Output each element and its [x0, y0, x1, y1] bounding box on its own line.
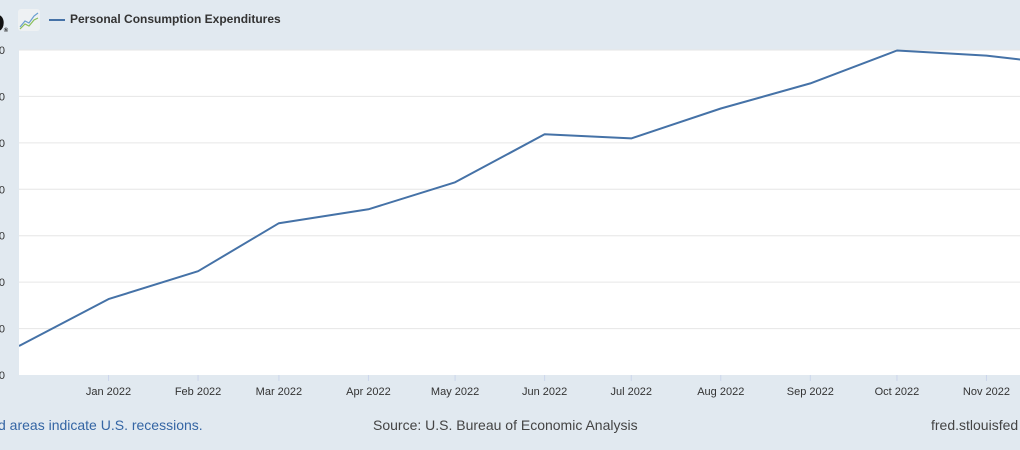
x-axis-ticks: Jan 2022 Feb 2022 Mar 2022 Apr 2022 May 2022… — [86, 375, 1010, 398]
y-tick-label: 17,400 — [0, 91, 5, 103]
x-tick-label: Feb 2022 — [175, 386, 221, 398]
chart-area: 16,200 16,400 16,600 16,800 17,000 17,200 17,4… — [0, 45, 1020, 398]
legend-label[interactable]: Personal Consumption Expenditures — [70, 12, 281, 26]
x-tick-label: Sep 2022 — [787, 386, 834, 398]
fred-url[interactable]: fred.stlouisfed — [931, 417, 1019, 433]
legend-swatch — [49, 19, 65, 21]
source-note: Source: U.S. Bureau of Economic Analysis — [373, 417, 638, 433]
x-tick-label: Jan 2022 — [86, 386, 131, 398]
chart-trend-icon — [18, 9, 40, 31]
x-tick-label: Oct 2022 — [875, 386, 920, 398]
x-tick-label: Aug 2022 — [697, 386, 744, 398]
fred-logo[interactable]: D® — [0, 8, 8, 38]
y-tick-label: 17,600 — [0, 45, 5, 57]
x-tick-label: May 2022 — [431, 386, 479, 398]
series-group — [19, 49, 1020, 347]
x-tick-label: Nov 2022 — [963, 386, 1010, 398]
y-tick-label: 16,800 — [0, 231, 5, 243]
plot-background — [19, 50, 1020, 375]
x-tick-label: Apr 2022 — [346, 386, 391, 398]
y-axis-ticks: 16,200 16,400 16,600 16,800 17,000 17,200 17,4… — [0, 45, 5, 382]
x-tick-label: Mar 2022 — [256, 386, 302, 398]
y-tick-label: 17,000 — [0, 184, 5, 196]
y-tick-label: 16,200 — [0, 370, 5, 382]
gridlines — [19, 49, 1020, 330]
x-tick-label: Jun 2022 — [522, 386, 567, 398]
y-tick-label: 16,600 — [0, 277, 5, 289]
y-tick-label: 17,200 — [0, 138, 5, 150]
recessions-note: d areas indicate U.S. recessions. — [0, 417, 203, 433]
y-tick-label: 16,400 — [0, 324, 5, 336]
x-tick-label: Jul 2022 — [610, 386, 652, 398]
